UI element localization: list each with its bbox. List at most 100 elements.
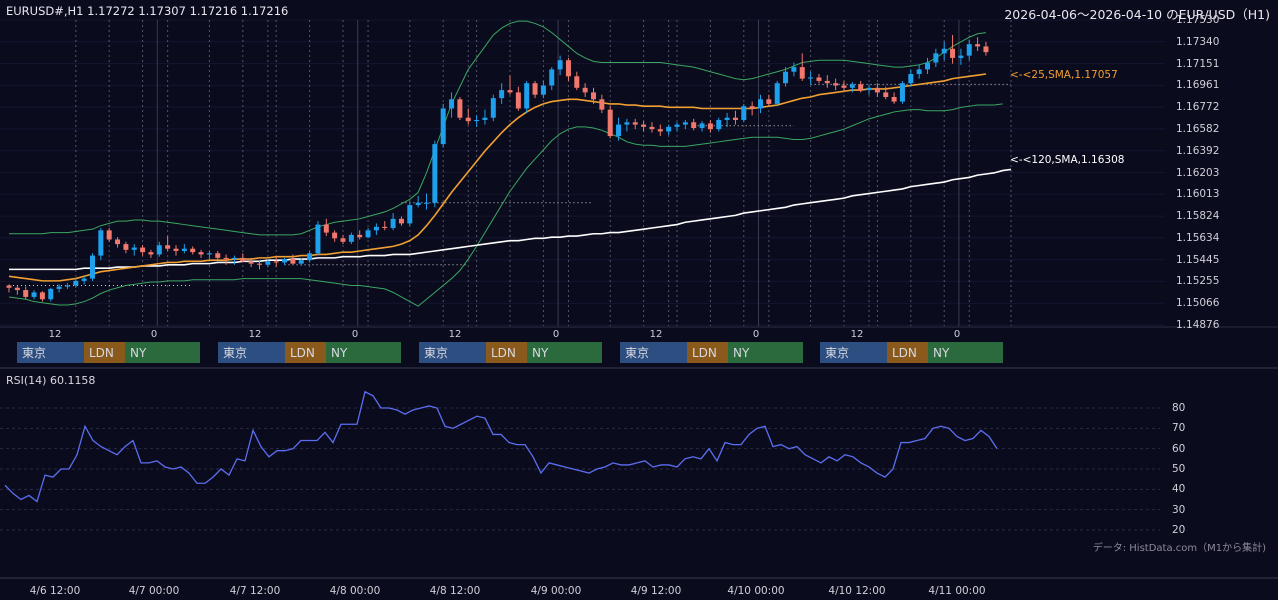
candle-body [482, 117, 488, 120]
session-tokyo: 東京 [620, 342, 687, 363]
candle-body [908, 74, 914, 84]
price-tick-label: 1.15255 [1176, 275, 1220, 288]
candle-body [682, 122, 688, 125]
date-tick-label: 4/9 12:00 [630, 585, 682, 597]
candle-body [591, 92, 596, 100]
price-tick-label: 1.14876 [1176, 319, 1220, 331]
session-bar: 東京 LDN NY [820, 342, 1003, 363]
date-tick-label: 4/9 00:00 [530, 585, 582, 597]
candle-body [398, 218, 404, 224]
hour-tick-label: 12 [248, 329, 262, 340]
candle-body [231, 257, 237, 260]
bollinger-lower-line [8, 103, 1003, 307]
session-bar: 東京 LDN NY [218, 342, 401, 363]
candle-body [273, 261, 279, 263]
candle-body [90, 255, 95, 279]
session-tokyo: 東京 [17, 342, 84, 363]
candle-body [565, 60, 571, 77]
candle-body [440, 108, 446, 145]
candle-body [449, 99, 455, 109]
candle-body [891, 96, 897, 102]
rsi-tick-label: 60 [1172, 442, 1186, 455]
candle-body [499, 90, 505, 99]
candle-body [616, 124, 622, 137]
session-bar: 東京 LDN NY [620, 342, 803, 363]
candle-body [899, 83, 905, 102]
price-tick-label: 1.16582 [1176, 122, 1220, 135]
candle-body [357, 234, 363, 238]
session-bar: 東京 LDN NY [419, 342, 602, 363]
price-tick-label: 1.15634 [1176, 231, 1220, 244]
candle-body [64, 285, 70, 287]
candle-body [382, 226, 388, 229]
candle-body [858, 84, 864, 91]
candle-body [933, 53, 939, 63]
candle-body [691, 122, 697, 129]
candle-body [23, 290, 29, 297]
sma120-label: <-<120,SMA,1.16308 [1010, 154, 1125, 166]
candle-body [181, 248, 187, 251]
price-tick-label: 1.15824 [1176, 210, 1220, 223]
candle-body [315, 224, 321, 254]
candle-body [582, 87, 588, 93]
hour-tick-label: 12 [48, 329, 62, 340]
candle-body [265, 261, 271, 265]
session-newyork: NY [527, 342, 602, 363]
candle-body [173, 248, 179, 251]
candle-body [515, 92, 521, 109]
candle-body [983, 46, 989, 53]
candle-body [73, 280, 79, 286]
date-tick-label: 4/10 12:00 [828, 585, 886, 597]
session-newyork: NY [125, 342, 200, 363]
candle-body [290, 259, 296, 264]
symbol-header: EURUSD#,H1 1.17272 1.17307 1.17216 1.172… [6, 4, 289, 18]
candle-body [799, 67, 805, 79]
session-tokyo: 東京 [820, 342, 887, 363]
session-london: LDN [887, 342, 928, 363]
candle-body [390, 218, 396, 229]
candle-body [632, 122, 638, 125]
candle-body [98, 230, 104, 256]
candle-body [716, 119, 722, 130]
bollinger-upper-line [9, 20, 987, 236]
price-tick-label: 1.17340 [1176, 35, 1220, 48]
candle-body [131, 247, 137, 250]
candle-body [507, 90, 513, 93]
candle-body [457, 99, 463, 118]
session-newyork: NY [728, 342, 803, 363]
price-tick-label: 1.16013 [1176, 188, 1220, 201]
candle-body [206, 253, 212, 255]
data-source-note: データ: HistData.com（M1から集計) [1092, 543, 1266, 554]
range-title: 2026-04-06～2026-04-10 のEUR/USD（H1) [1004, 7, 1270, 22]
candle-body [774, 83, 780, 104]
hour-tick-label: 12 [850, 329, 864, 340]
candle-body [557, 60, 563, 70]
candle-body [282, 259, 288, 263]
candle-body [674, 124, 680, 127]
candle-body [106, 230, 112, 240]
candle-body [190, 248, 196, 253]
candle-body [758, 99, 763, 109]
candle-body [607, 109, 613, 137]
candle-body [532, 83, 538, 95]
candle-body [699, 123, 705, 129]
candle-body [866, 87, 872, 91]
session-newyork: NY [928, 342, 1003, 363]
candle-body [524, 83, 530, 109]
candle-body [874, 87, 880, 93]
price-tick-label: 1.16392 [1176, 144, 1220, 157]
date-tick-label: 4/6 12:00 [29, 585, 81, 597]
candle-body [373, 226, 379, 231]
rsi-title: RSI(14) 60.1158 [6, 374, 96, 387]
hour-tick-label: 12 [448, 329, 462, 340]
sma25-line [8, 73, 987, 282]
candle-body [816, 77, 822, 81]
candle-body [165, 245, 171, 249]
hour-tick-label: 0 [953, 329, 961, 340]
candle-body [975, 44, 981, 47]
rsi-tick-label: 40 [1172, 483, 1186, 496]
date-tick-label: 4/7 00:00 [128, 585, 180, 597]
candle-body [340, 238, 346, 242]
candle-body [749, 106, 755, 109]
